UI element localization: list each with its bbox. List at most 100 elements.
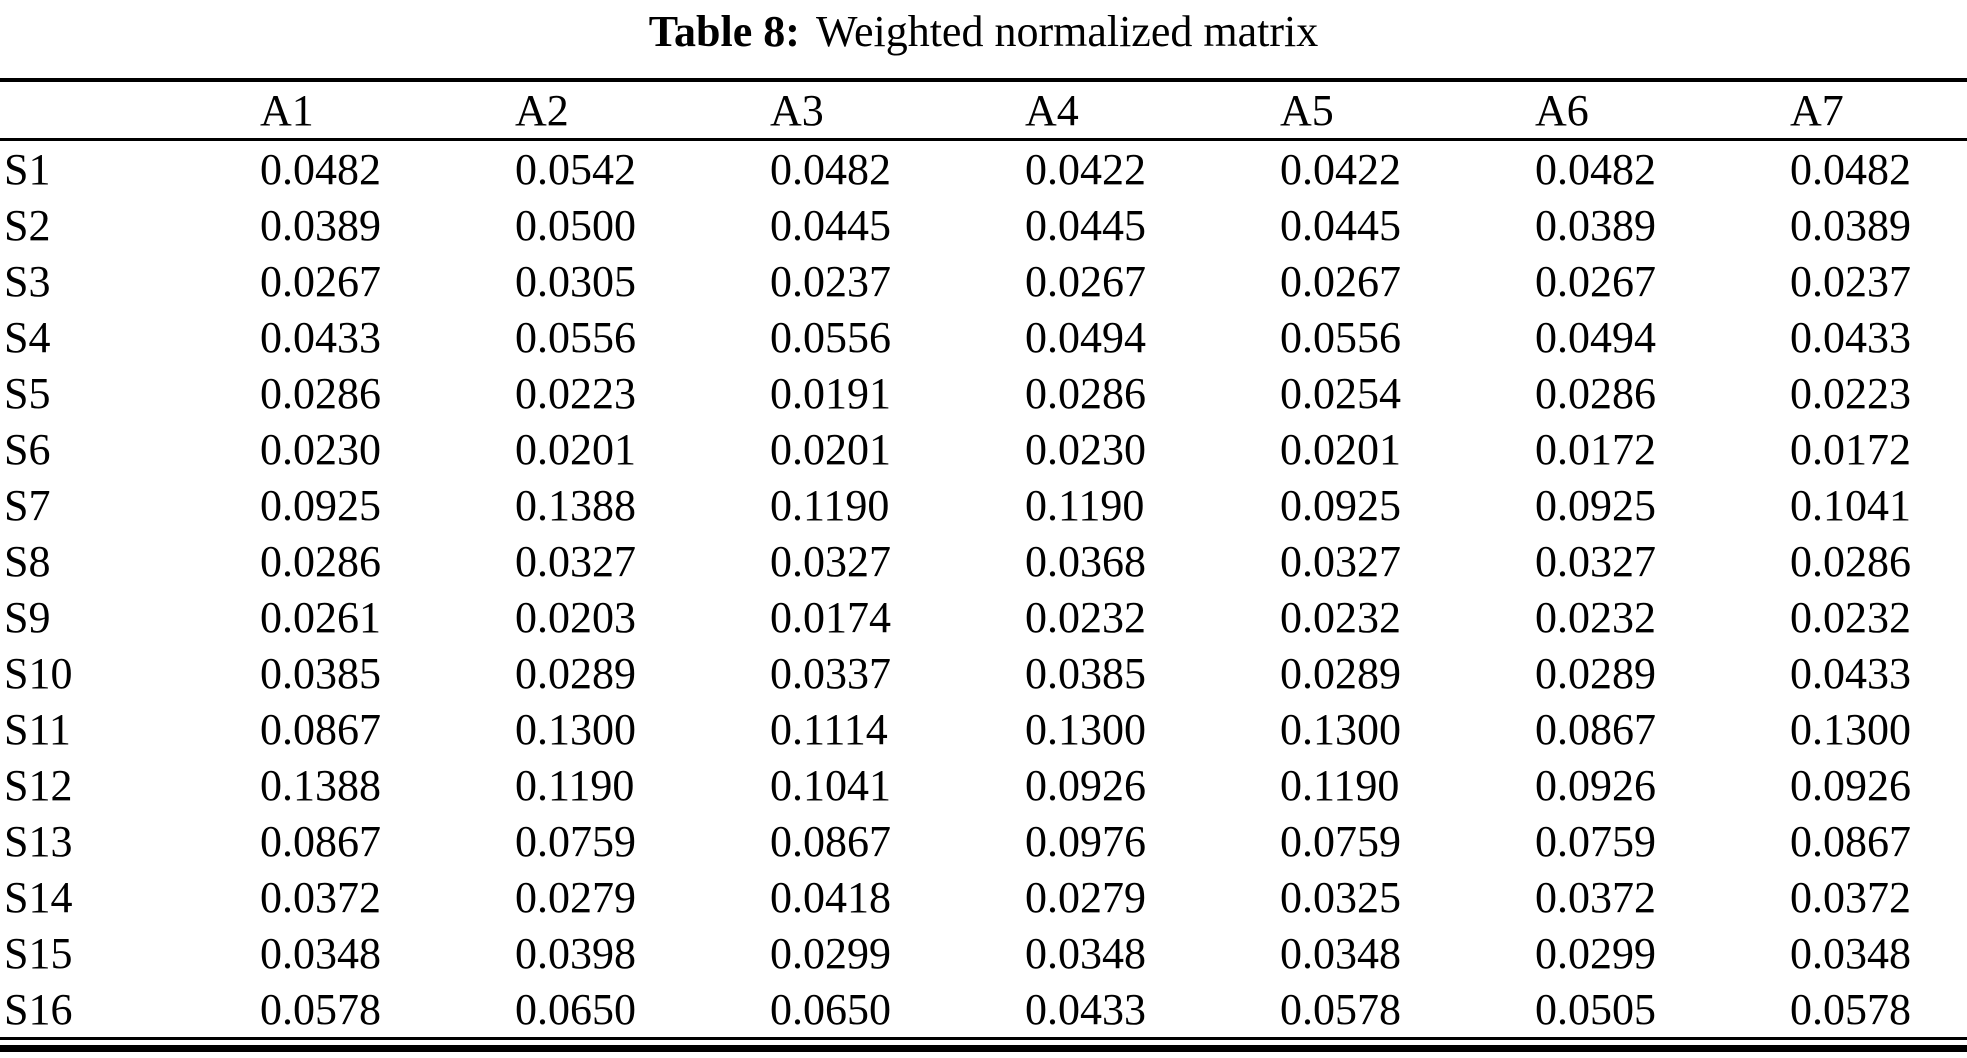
matrix-cell: 0.0172 xyxy=(1790,424,1911,474)
matrix-cell: 0.1190 xyxy=(770,480,890,530)
matrix-cell: 0.1388 xyxy=(515,480,636,530)
matrix-cell: 0.0433 xyxy=(260,312,381,362)
table-body: S1 0.0482 0.0542 0.0482 0.0422 0.0422 0.0482 0.… xyxy=(0,140,1967,1039)
row-label: S4 xyxy=(4,312,51,362)
matrix-cell: 0.0650 xyxy=(770,984,891,1034)
matrix-cell: 0.1388 xyxy=(260,760,381,810)
corner-cell xyxy=(0,80,260,140)
matrix-cell: 0.0494 xyxy=(1025,312,1146,362)
header-row: A1 A2 A3 A4 A5 A6 A7 xyxy=(0,80,1967,140)
column-header: A3 xyxy=(770,85,824,135)
table-row: S12 0.1388 0.1190 0.1041 0.0926 0.1190 0.0926 0… xyxy=(0,757,1967,813)
matrix-cell: 0.0372 xyxy=(1535,872,1656,922)
row-label: S3 xyxy=(4,256,51,306)
matrix-cell: 0.0232 xyxy=(1790,592,1911,642)
row-label: S2 xyxy=(4,200,51,250)
matrix-cell: 0.0348 xyxy=(1790,928,1911,978)
matrix-cell: 0.0230 xyxy=(260,424,381,474)
matrix-cell: 0.0926 xyxy=(1025,760,1146,810)
column-header: A1 xyxy=(260,85,314,135)
matrix-cell: 0.0578 xyxy=(260,984,381,1034)
row-label: S6 xyxy=(4,424,51,474)
matrix-cell: 0.0650 xyxy=(515,984,636,1034)
table-row: S3 0.0267 0.0305 0.0237 0.0267 0.0267 0.0267 0.… xyxy=(0,253,1967,309)
matrix-cell: 0.0230 xyxy=(1025,424,1146,474)
row-label: S15 xyxy=(4,928,73,978)
matrix-cell: 0.0223 xyxy=(515,368,636,418)
column-header: A7 xyxy=(1790,85,1844,135)
matrix-cell: 0.0232 xyxy=(1025,592,1146,642)
matrix-cell: 0.1114 xyxy=(770,704,888,754)
table-row: S9 0.0261 0.0203 0.0174 0.0232 0.0232 0.0232 0.… xyxy=(0,589,1967,645)
matrix-cell: 0.0327 xyxy=(770,536,891,586)
column-header: A6 xyxy=(1535,85,1589,135)
matrix-cell: 0.0482 xyxy=(260,144,381,194)
matrix-cell: 0.1300 xyxy=(1025,704,1146,754)
matrix-cell: 0.0759 xyxy=(1535,816,1656,866)
row-label: S10 xyxy=(4,648,73,698)
matrix-cell: 0.0422 xyxy=(1280,144,1401,194)
table-row: S5 0.0286 0.0223 0.0191 0.0286 0.0254 0.0286 0.… xyxy=(0,365,1967,421)
table-row: S4 0.0433 0.0556 0.0556 0.0494 0.0556 0.0494 0.… xyxy=(0,309,1967,365)
column-header: A5 xyxy=(1280,85,1334,135)
matrix-cell: 0.0578 xyxy=(1280,984,1401,1034)
matrix-cell: 0.0389 xyxy=(1535,200,1656,250)
matrix-cell: 0.0174 xyxy=(770,592,891,642)
table-row: S15 0.0348 0.0398 0.0299 0.0348 0.0348 0.0299 0… xyxy=(0,925,1967,981)
matrix-cell: 0.0305 xyxy=(515,256,636,306)
matrix-cell: 0.0433 xyxy=(1790,648,1911,698)
matrix-cell: 0.0867 xyxy=(260,816,381,866)
table-caption-label: Table 8: xyxy=(648,7,800,56)
matrix-cell: 0.0279 xyxy=(1025,872,1146,922)
matrix-cell: 0.0325 xyxy=(1280,872,1401,922)
matrix-cell: 0.0289 xyxy=(1535,648,1656,698)
table-row: S10 0.0385 0.0289 0.0337 0.0385 0.0289 0.0289 0… xyxy=(0,645,1967,701)
matrix-cell: 0.0500 xyxy=(515,200,636,250)
row-label: S16 xyxy=(4,984,73,1034)
matrix-cell: 0.0203 xyxy=(515,592,636,642)
table-row: S2 0.0389 0.0500 0.0445 0.0445 0.0445 0.0389 0.… xyxy=(0,197,1967,253)
matrix-cell: 0.0348 xyxy=(260,928,381,978)
matrix-cell: 0.0289 xyxy=(1280,648,1401,698)
matrix-cell: 0.1041 xyxy=(1790,480,1911,530)
matrix-cell: 0.1300 xyxy=(1790,704,1911,754)
matrix-cell: 0.0286 xyxy=(260,536,381,586)
matrix-cell: 0.0223 xyxy=(1790,368,1911,418)
matrix-cell: 0.0279 xyxy=(515,872,636,922)
matrix-cell: 0.0925 xyxy=(260,480,381,530)
matrix-cell: 0.0482 xyxy=(1790,144,1911,194)
matrix-cell: 0.0385 xyxy=(1025,648,1146,698)
matrix-cell: 0.0267 xyxy=(1535,256,1656,306)
table-row: S13 0.0867 0.0759 0.0867 0.0976 0.0759 0.0759 0… xyxy=(0,813,1967,869)
matrix-cell: 0.0389 xyxy=(1790,200,1911,250)
table-row: S16 0.0578 0.0650 0.0650 0.0433 0.0578 0.0505 0… xyxy=(0,981,1967,1039)
matrix-cell: 0.0286 xyxy=(260,368,381,418)
matrix-cell: 0.0482 xyxy=(1535,144,1656,194)
matrix-cell: 0.0867 xyxy=(260,704,381,754)
matrix-cell: 0.0867 xyxy=(770,816,891,866)
matrix-cell: 0.0286 xyxy=(1025,368,1146,418)
table-caption-text: Weighted normalized matrix xyxy=(815,7,1319,56)
table-row: S8 0.0286 0.0327 0.0327 0.0368 0.0327 0.0327 0.… xyxy=(0,533,1967,589)
matrix-cell: 0.0299 xyxy=(770,928,891,978)
matrix-cell: 0.0925 xyxy=(1280,480,1401,530)
row-label: S9 xyxy=(4,592,51,642)
matrix-cell: 0.0482 xyxy=(770,144,891,194)
matrix-cell: 0.1300 xyxy=(1280,704,1401,754)
matrix-cell: 0.0867 xyxy=(1535,704,1656,754)
matrix-cell: 0.0201 xyxy=(1280,424,1401,474)
row-label: S12 xyxy=(4,760,73,810)
row-label: S5 xyxy=(4,368,51,418)
matrix-cell: 0.0327 xyxy=(515,536,636,586)
matrix-cell: 0.0433 xyxy=(1790,312,1911,362)
matrix-cell: 0.0445 xyxy=(1280,200,1401,250)
matrix-cell: 0.0372 xyxy=(1790,872,1911,922)
matrix-cell: 0.0389 xyxy=(260,200,381,250)
matrix-cell: 0.0267 xyxy=(1280,256,1401,306)
matrix-cell: 0.0289 xyxy=(515,648,636,698)
matrix-cell: 0.0337 xyxy=(770,648,891,698)
matrix-cell: 0.0867 xyxy=(1790,816,1911,866)
matrix-cell: 0.0494 xyxy=(1535,312,1656,362)
matrix-cell: 0.0237 xyxy=(1790,256,1911,306)
matrix-cell: 0.0759 xyxy=(515,816,636,866)
